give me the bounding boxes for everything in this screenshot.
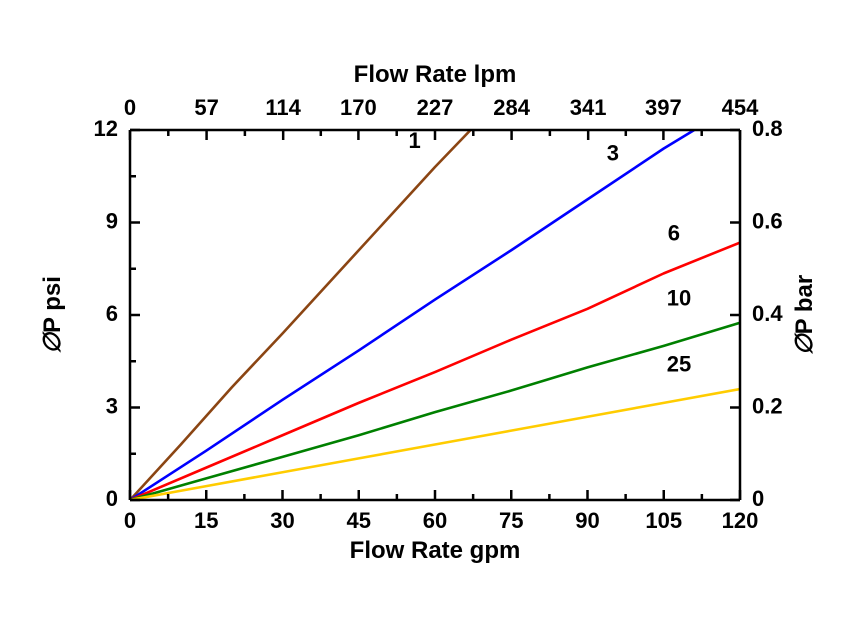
svg-text:0: 0 [124, 508, 136, 533]
svg-text:105: 105 [645, 508, 682, 533]
x-bottom-label: Flow Rate gpm [350, 537, 521, 564]
svg-text:45: 45 [347, 508, 371, 533]
series-label-1: 1 [409, 128, 421, 153]
series-label-10: 10 [667, 285, 691, 310]
chart-container: 13610250153045607590105120Flow Rate gpm0… [0, 0, 854, 620]
svg-text:114: 114 [265, 95, 301, 120]
svg-text:120: 120 [722, 508, 759, 533]
svg-text:170: 170 [340, 95, 377, 120]
svg-text:6: 6 [106, 301, 118, 326]
line-chart: 13610250153045607590105120Flow Rate gpm0… [0, 0, 854, 620]
svg-text:0: 0 [106, 486, 118, 511]
svg-text:15: 15 [194, 508, 218, 533]
x-top-label: Flow Rate lpm [354, 61, 517, 88]
svg-text:60: 60 [423, 508, 447, 533]
svg-text:341: 341 [570, 95, 607, 120]
svg-text:9: 9 [106, 208, 118, 233]
svg-text:284: 284 [493, 95, 530, 120]
svg-text:0.8: 0.8 [752, 116, 783, 141]
svg-text:75: 75 [499, 508, 523, 533]
svg-text:0: 0 [752, 486, 764, 511]
svg-text:12: 12 [94, 116, 118, 141]
svg-text:227: 227 [417, 95, 454, 120]
svg-text:3: 3 [106, 393, 118, 418]
svg-text:0: 0 [124, 95, 136, 120]
series-label-25: 25 [667, 352, 691, 377]
svg-text:30: 30 [270, 508, 294, 533]
svg-text:57: 57 [194, 95, 218, 120]
y-right-label: ∅P bar [791, 275, 818, 356]
series-label-3: 3 [607, 140, 619, 165]
svg-text:0.2: 0.2 [752, 393, 783, 418]
svg-text:397: 397 [645, 95, 682, 120]
y-left-label: ∅P psi [39, 276, 66, 354]
series-label-6: 6 [668, 221, 680, 246]
svg-text:0.6: 0.6 [752, 208, 783, 233]
svg-text:90: 90 [575, 508, 599, 533]
svg-text:0.4: 0.4 [752, 301, 783, 326]
